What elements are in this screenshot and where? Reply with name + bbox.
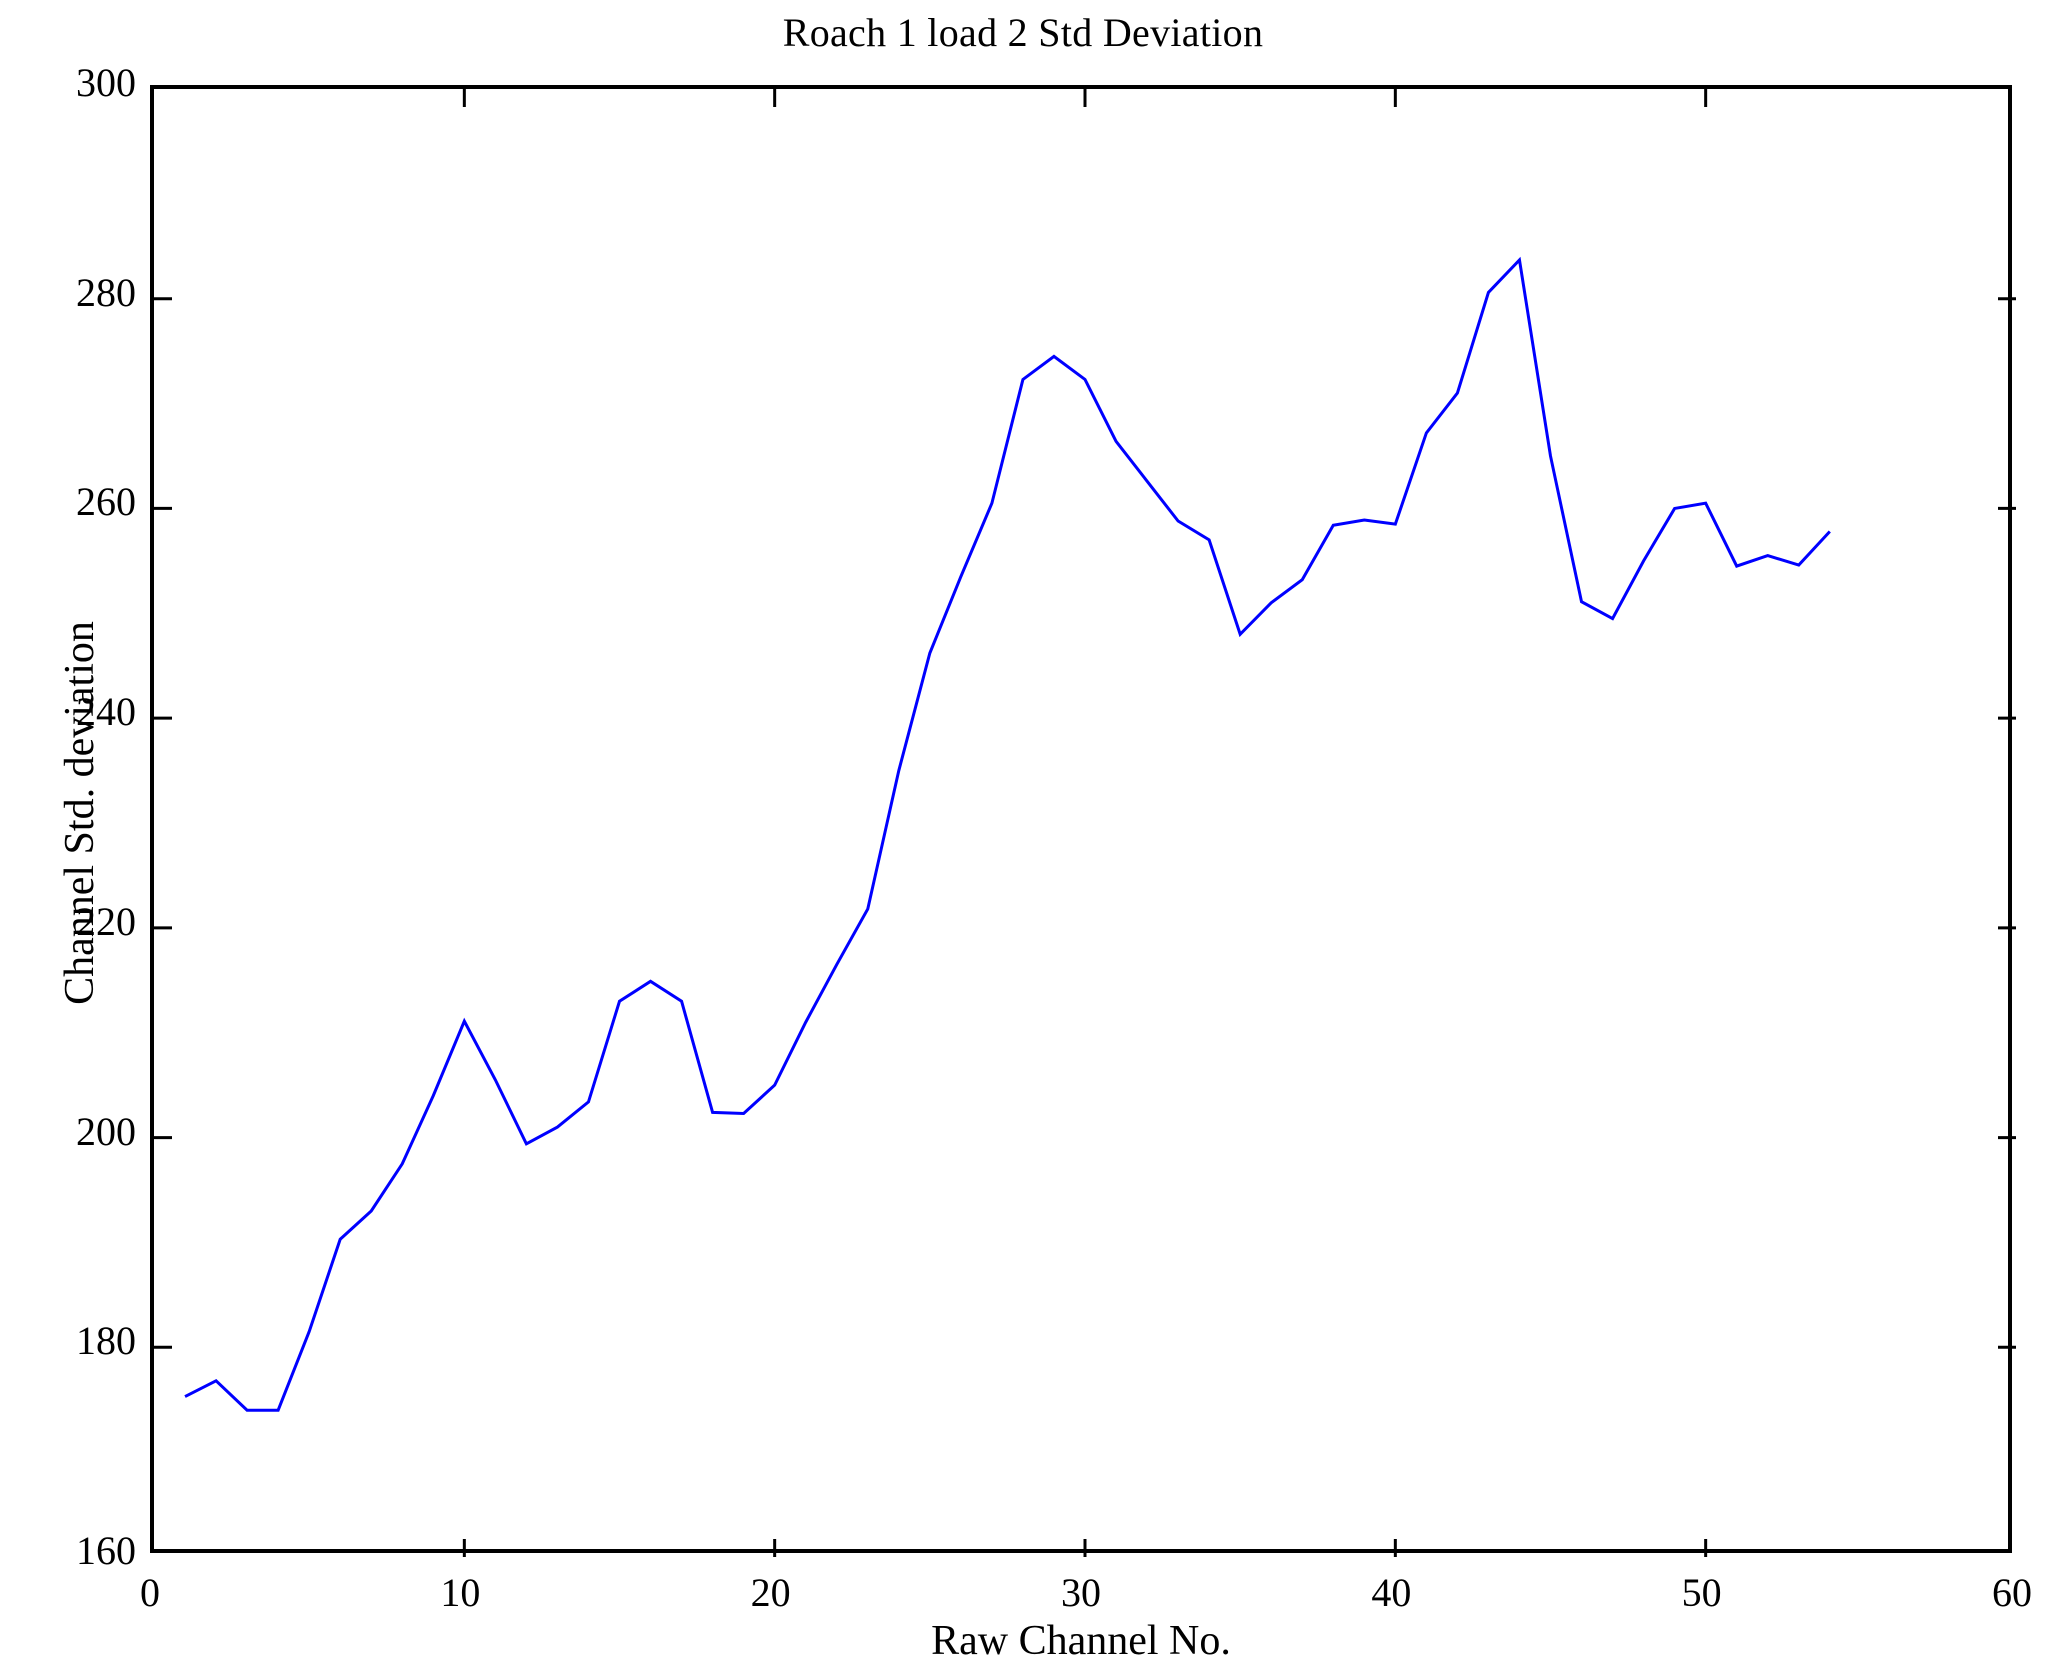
y-tick-label: 200	[76, 1108, 136, 1154]
plot-canvas	[154, 89, 2016, 1557]
y-tick-label: 260	[76, 479, 136, 525]
y-axis-ticks	[154, 297, 2016, 1349]
y-tick-label: 180	[76, 1318, 136, 1364]
x-tick-label: 40	[1371, 1570, 1412, 1615]
x-tick-label: 50	[1681, 1570, 1722, 1615]
plot-area	[150, 85, 2016, 1557]
y-tick-label: 220	[76, 898, 136, 944]
chart-title: Roach 1 load 2 Std Deviation	[782, 10, 1264, 55]
x-tick-label: 20	[750, 1570, 791, 1615]
x-tick-label: 0	[140, 1570, 160, 1615]
x-axis-ticks	[462, 89, 1708, 1557]
y-tick-label: 280	[76, 269, 136, 315]
y-tick-label: 160	[76, 1528, 136, 1573]
y-tick-label: 300	[76, 60, 136, 105]
x-axis-title: Raw Channel No.	[931, 1618, 1231, 1664]
x-tick-label: 10	[440, 1570, 481, 1615]
x-tick-label: 30	[1061, 1570, 1101, 1615]
y-axis-title: Channel Std. deviation	[57, 621, 103, 1005]
data-series-line	[184, 256, 1831, 1412]
x-tick-label: 60	[1992, 1570, 2032, 1615]
y-tick-label: 240	[76, 689, 136, 735]
